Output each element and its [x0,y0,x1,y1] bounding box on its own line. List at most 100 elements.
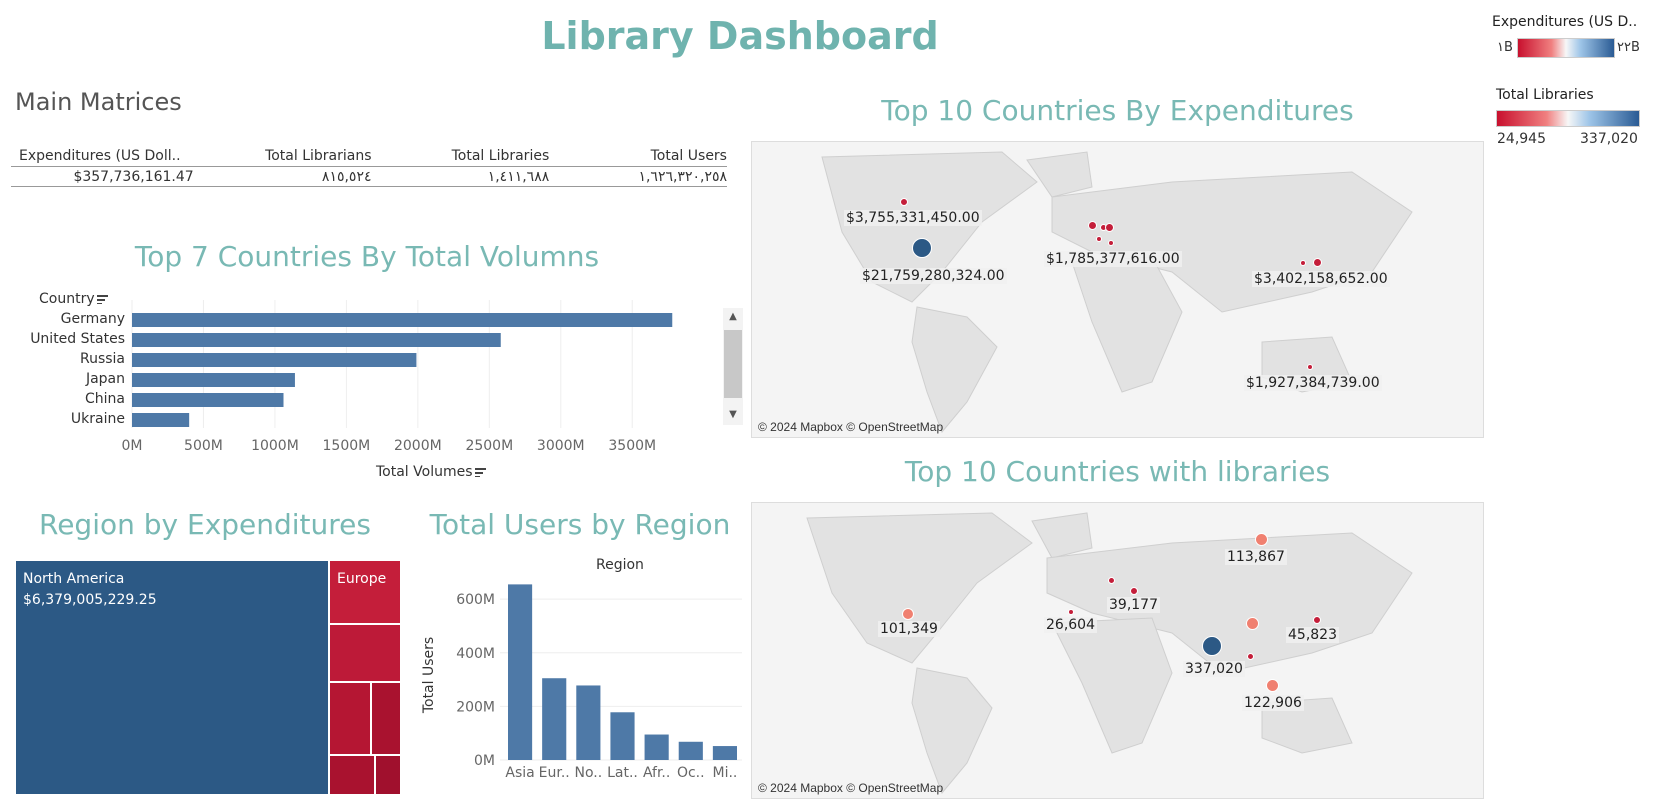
country-label[interactable]: United States [30,331,125,347]
country-label[interactable]: Germany [61,311,125,327]
map-point[interactable] [1255,533,1268,546]
map-point[interactable] [1247,653,1254,660]
users-bar-chart: 0M 200M 400M 600M Total Users Asia Eur.. No.. La… [421,584,742,781]
world-map-land [806,512,1413,794]
map-point[interactable] [1300,260,1306,266]
kpi-header-users[interactable]: Total Users [650,148,727,164]
legend-libraries-gradient [1496,110,1640,127]
region-bar[interactable] [644,734,669,760]
map-point[interactable] [1088,221,1097,230]
expenditures-map[interactable]: $3,755,331,450.00 $21,759,280,324.00 $1,… [751,141,1484,438]
map-point[interactable] [902,608,914,620]
map-point[interactable] [1246,617,1259,630]
y-tick-label: 200M [456,699,495,715]
map-point[interactable] [1313,616,1321,624]
map-label: 122,906 [1242,695,1304,711]
region-bar[interactable] [508,584,533,760]
treemap-cell[interactable] [329,624,401,682]
kpi-header-libraries[interactable]: Total Libraries [451,148,550,164]
country-label[interactable]: Ukraine [71,411,125,427]
country-bar[interactable] [132,393,284,407]
map2-title: Top 10 Countries with libraries [904,455,1331,488]
sort-icon[interactable] [96,294,108,304]
treemap-label-north-america: North America [23,571,125,587]
region-label[interactable]: Lat.. [607,765,638,781]
map-point[interactable] [1130,587,1138,595]
map-label: 337,020 [1183,661,1245,677]
treemap-north-america[interactable]: North America $6,379,005,229.25 [15,560,329,795]
region-bar[interactable] [576,685,601,760]
map-label: 101,349 [878,621,940,637]
region-bar[interactable] [678,741,703,760]
world-map-land [821,151,1413,433]
sort-icon[interactable] [474,467,486,477]
y-tick-label: 400M [456,646,495,662]
treemap-cell[interactable] [375,755,401,795]
treemap-cell[interactable] [329,682,371,755]
region-bar[interactable] [542,678,567,760]
treemap-europe[interactable]: Europe [329,560,401,624]
map-point[interactable] [1108,240,1114,246]
map-label: $3,402,158,652.00 [1252,271,1390,287]
kpi-header-row: Expenditures (US Doll.. Total Librarians… [11,148,727,167]
kpi-header-expenditures[interactable]: Expenditures (US Doll.. [19,148,181,164]
map-point[interactable] [1307,364,1313,370]
region-label[interactable]: Mi.. [712,765,737,781]
kpi-value-users: ١,٦٢٦,٣٢٠,٢٥٨ [638,169,727,185]
map-credit[interactable]: © 2024 Mapbox © OpenStreetMap [758,781,944,795]
region-label[interactable]: No.. [575,765,603,781]
dashboard-title: Library Dashboard [541,14,939,58]
map-point[interactable] [1108,577,1115,584]
map-point[interactable] [1202,636,1222,656]
map-point[interactable] [1105,223,1114,232]
country-bar[interactable] [132,353,417,367]
region-column-header[interactable]: Region [596,557,644,573]
kpi-table: Expenditures (US Doll.. Total Librarians… [11,148,727,187]
region-label[interactable]: Oc.. [677,765,705,781]
scroll-down-icon[interactable]: ▼ [729,409,737,420]
x-tick-label: 3000M [537,438,585,454]
x-tick-label: 3500M [608,438,656,454]
kpi-header-librarians[interactable]: Total Librarians [265,148,372,164]
map-label: 39,177 [1107,597,1160,613]
legend-libraries-min: 24,945 [1497,131,1546,147]
treemap-cell[interactable] [371,682,401,755]
kpi-value-row: $357,736,161.47 ٨١٥,٥٢٤ ١,٤١١,٦٨٨ ١,٦٢٦,… [11,167,727,187]
region-label[interactable]: Afr.. [643,765,670,781]
country-label[interactable]: Japan [85,371,125,387]
legend-expenditures-min: ١B [1497,40,1513,55]
x-tick-label: 2000M [394,438,442,454]
map-credit[interactable]: © 2024 Mapbox © OpenStreetMap [758,420,944,434]
users-axis-label[interactable]: Total Users [421,637,437,714]
map-point[interactable] [912,238,932,258]
kpi-value-librarians: ٨١٥,٥٢٤ [321,169,372,185]
map-label: 113,867 [1225,549,1287,565]
legend-expenditures-title[interactable]: Expenditures (US D.. [1492,14,1638,30]
scroll-up-icon[interactable]: ▲ [729,311,737,322]
main-matrices-title: Main Matrices [15,88,182,116]
country-label[interactable]: Russia [80,351,125,367]
libraries-map[interactable]: 113,867 39,177 101,349 26,604 45,823 337… [751,502,1484,799]
map-point[interactable] [1068,609,1074,615]
treemap-cell[interactable] [329,755,375,795]
map-point[interactable] [1266,679,1279,692]
country-row-header[interactable]: Country [39,291,108,307]
region-label[interactable]: Eur.. [539,765,570,781]
country-bar[interactable] [132,373,295,387]
region-bar[interactable] [712,746,737,760]
region-bar[interactable] [610,712,635,760]
country-bar[interactable] [132,333,501,347]
scroll-thumb[interactable] [724,330,742,398]
legend-libraries-title[interactable]: Total Libraries [1496,87,1594,103]
x-tick-label: 2500M [465,438,513,454]
country-bar[interactable] [132,413,190,427]
region-label[interactable]: Asia [505,765,534,781]
volumes-bar-chart: 0M 500M 1000M 1500M 2000M 2500M 3000M 3500M Germ… [30,300,673,454]
volumes-axis-label[interactable]: Total Volumes [376,464,486,480]
map-point[interactable] [1096,236,1102,242]
country-label[interactable]: China [85,391,125,407]
map-point[interactable] [1313,258,1322,267]
country-bar[interactable] [132,313,673,327]
map1-title: Top 10 Countries By Expenditures [881,94,1354,127]
map-point[interactable] [900,198,908,206]
